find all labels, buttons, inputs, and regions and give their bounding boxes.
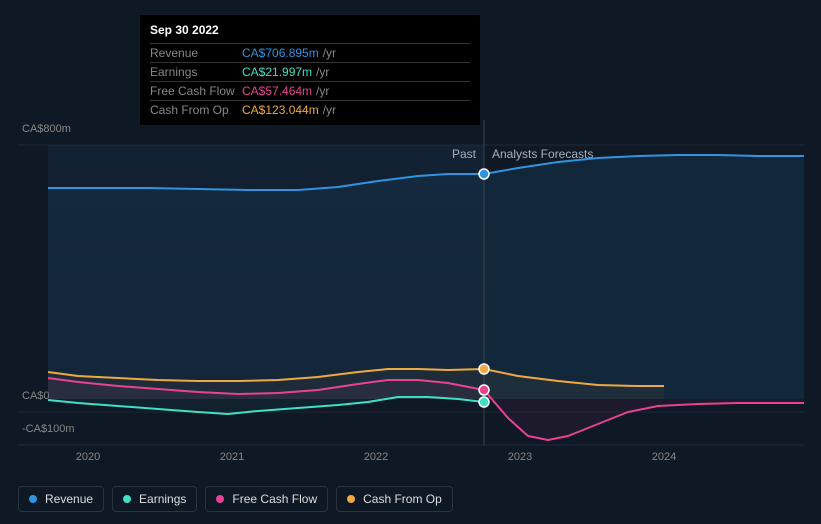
y-axis-label: CA$800m xyxy=(22,123,71,135)
legend-dot xyxy=(29,495,37,503)
y-axis-label: CA$0 xyxy=(22,390,50,402)
x-axis-label: 2021 xyxy=(220,451,244,463)
legend-dot xyxy=(123,495,131,503)
tooltip-suffix: /yr xyxy=(323,103,336,117)
tooltip-suffix: /yr xyxy=(316,65,329,79)
tooltip: Sep 30 2022 RevenueCA$706.895m/yrEarning… xyxy=(140,15,480,125)
legend-label: Earnings xyxy=(139,492,186,506)
tooltip-row: Cash From OpCA$123.044m/yr xyxy=(150,100,470,119)
legend-item[interactable]: Free Cash Flow xyxy=(205,486,328,512)
tooltip-value: CA$21.997m xyxy=(242,65,312,79)
tooltip-row: RevenueCA$706.895m/yr xyxy=(150,43,470,62)
tooltip-suffix: /yr xyxy=(316,84,329,98)
tooltip-label: Revenue xyxy=(150,46,242,60)
legend: Revenue Earnings Free Cash Flow Cash From O… xyxy=(18,486,453,512)
forecast-label: Analysts Forecasts xyxy=(492,147,593,161)
legend-dot xyxy=(216,495,224,503)
tooltip-label: Earnings xyxy=(150,65,242,79)
legend-item[interactable]: Cash From Op xyxy=(336,486,453,512)
tooltip-value: CA$123.044m xyxy=(242,103,319,117)
legend-label: Cash From Op xyxy=(363,492,442,506)
tooltip-label: Cash From Op xyxy=(150,103,242,117)
x-axis-label: 2024 xyxy=(652,451,676,463)
marker-cash-from-op xyxy=(479,364,489,374)
x-axis-label: 2022 xyxy=(364,451,388,463)
legend-label: Revenue xyxy=(45,492,93,506)
legend-item[interactable]: Earnings xyxy=(112,486,197,512)
tooltip-row: Free Cash FlowCA$57.464m/yr xyxy=(150,81,470,100)
tooltip-value: CA$57.464m xyxy=(242,84,312,98)
tooltip-row: EarningsCA$21.997m/yr xyxy=(150,62,470,81)
tooltip-suffix: /yr xyxy=(323,46,336,60)
legend-dot xyxy=(347,495,355,503)
x-axis-label: 2023 xyxy=(508,451,532,463)
past-label: Past xyxy=(452,147,477,161)
tooltip-value: CA$706.895m xyxy=(242,46,319,60)
legend-item[interactable]: Revenue xyxy=(18,486,104,512)
marker-revenue xyxy=(479,169,489,179)
x-axis-label: 2020 xyxy=(76,451,100,463)
marker-earnings xyxy=(479,397,489,407)
marker-free-cash-flow xyxy=(479,385,489,395)
tooltip-date: Sep 30 2022 xyxy=(150,23,470,43)
legend-label: Free Cash Flow xyxy=(232,492,317,506)
tooltip-label: Free Cash Flow xyxy=(150,84,242,98)
